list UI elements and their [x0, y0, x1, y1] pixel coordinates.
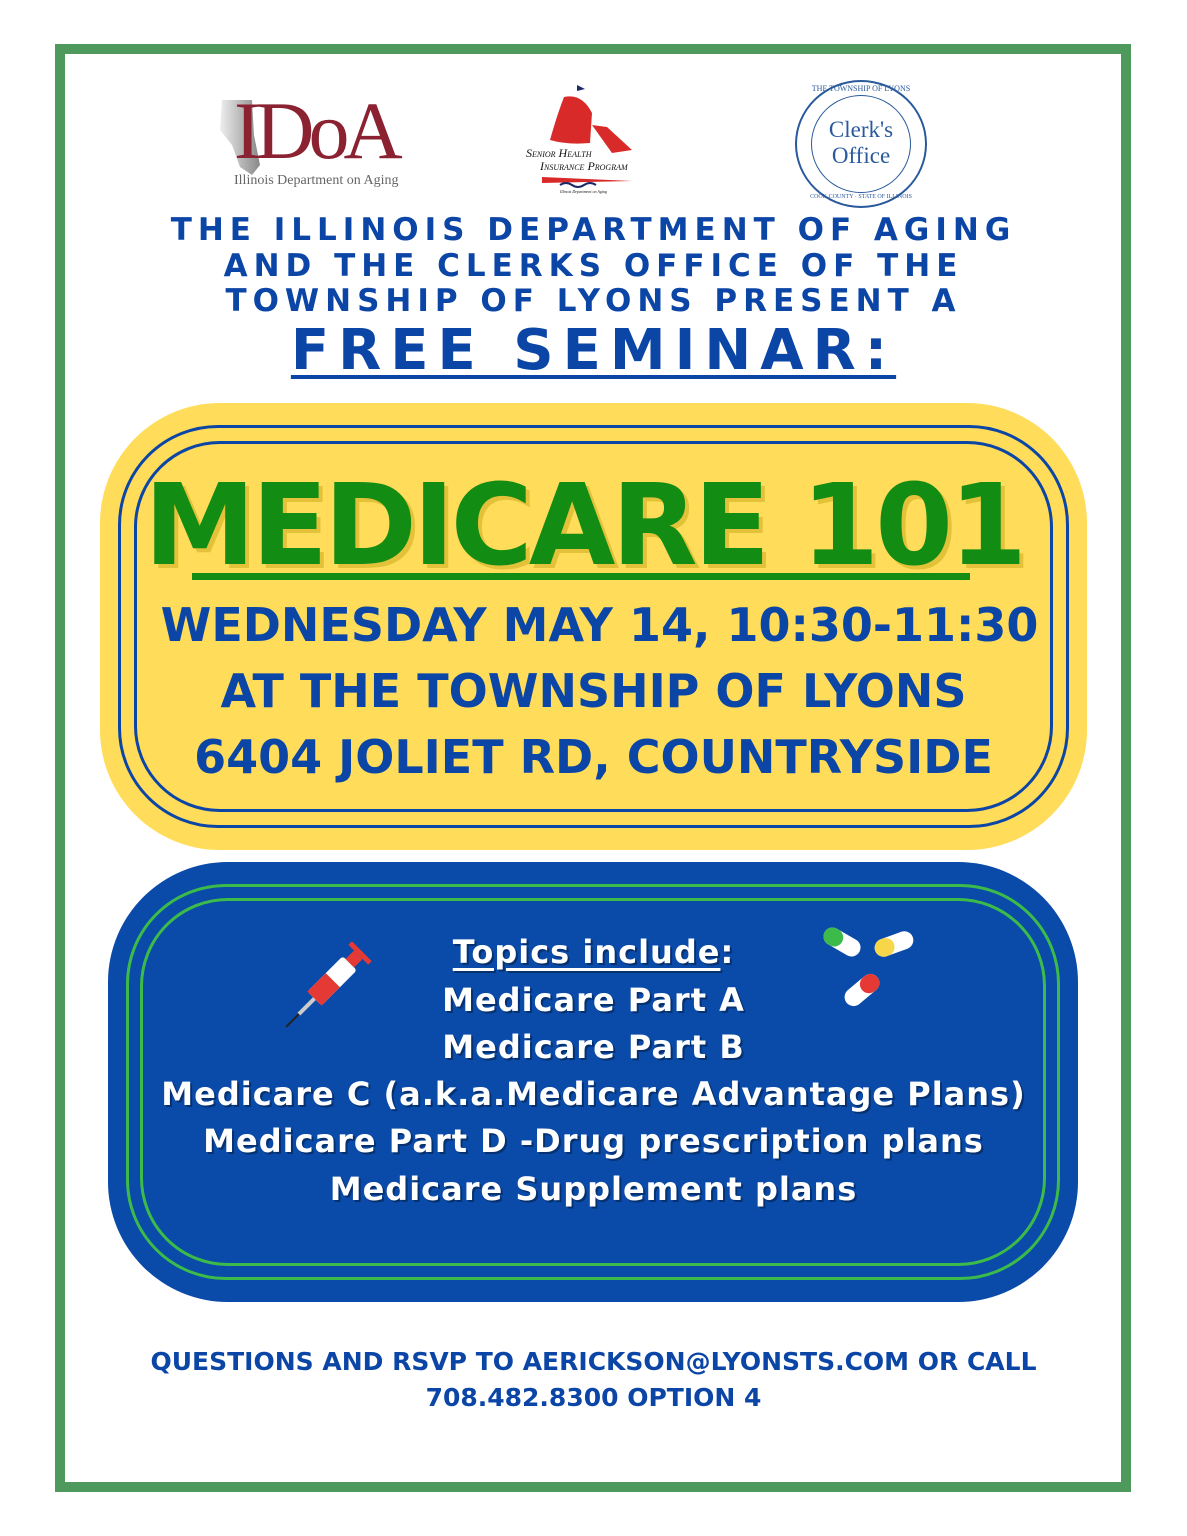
- topic-item: Medicare Part B: [442, 1028, 745, 1066]
- ship-caption: Illinois Department on Aging: [560, 189, 607, 194]
- page-border: [55, 44, 1131, 1492]
- clerk-seal: THE TOWNSHIP OF LYONS Clerk's Office COO…: [795, 80, 927, 208]
- ship-logo: Senior Health Insurance Program Illinois…: [522, 85, 667, 197]
- seal-center-2: Office: [831, 143, 891, 168]
- event-place: AT THE TOWNSHIP OF LYONS: [220, 664, 967, 718]
- topic-item: Medicare Supplement plans: [329, 1170, 858, 1208]
- topics-heading: Topics include:: [0, 933, 1187, 971]
- seal-ring-bottom: COOK COUNTY · STATE OF ILLINOIS: [810, 194, 912, 200]
- ship-line1: Senior Health: [526, 146, 592, 160]
- idoa-letters: IDoA: [234, 85, 403, 176]
- heading-line-2: AND THE CLERKS OFFICE OF THE: [223, 248, 964, 284]
- topic-item: Medicare Part A: [442, 981, 745, 1019]
- topics-heading-text: Topics include: [452, 933, 721, 971]
- heading-line-3: TOWNSHIP OF LYONS PRESENT A: [225, 283, 962, 319]
- topics-box: [108, 862, 1078, 1302]
- seal-center-1: Clerk's: [828, 117, 894, 142]
- illinois-map-icon: [220, 100, 260, 175]
- event-box: [100, 403, 1087, 850]
- title-underline: [192, 573, 970, 580]
- topic-item: Medicare C (a.k.a.Medicare Advantage Pla…: [161, 1075, 1026, 1113]
- free-seminar-heading: FREE SEMINAR:: [290, 318, 897, 383]
- syringe-icon: [285, 941, 372, 1028]
- seal-ring-top: THE TOWNSHIP OF LYONS: [811, 84, 911, 93]
- idoa-logo: IDoA Illinois Department on Aging: [212, 85, 422, 195]
- seal-inner-ring: [811, 95, 911, 193]
- event-date: WEDNESDAY MAY 14, 10:30-11:30: [160, 598, 1039, 652]
- pills-icon: [823, 927, 914, 1007]
- idoa-caption: Illinois Department on Aging: [234, 173, 399, 188]
- heading-line-1: THE ILLINOIS DEPARTMENT OF AGING: [170, 212, 1017, 248]
- topics-heading-colon: :: [720, 933, 735, 971]
- event-title: MEDICARE 101: [143, 461, 1027, 591]
- event-address: 6404 JOLIET RD, COUNTRYSIDE: [194, 730, 993, 784]
- rsvp-line-2: 708.482.8300 OPTION 4: [425, 1383, 762, 1412]
- rsvp-line-1: QUESTIONS AND RSVP TO AERICKSON@LYONSTS.…: [150, 1347, 1037, 1376]
- ship-icon: [542, 85, 632, 188]
- ship-line2: Insurance Program: [540, 159, 628, 173]
- topic-item: Medicare Part D -Drug prescription plans: [203, 1122, 984, 1160]
